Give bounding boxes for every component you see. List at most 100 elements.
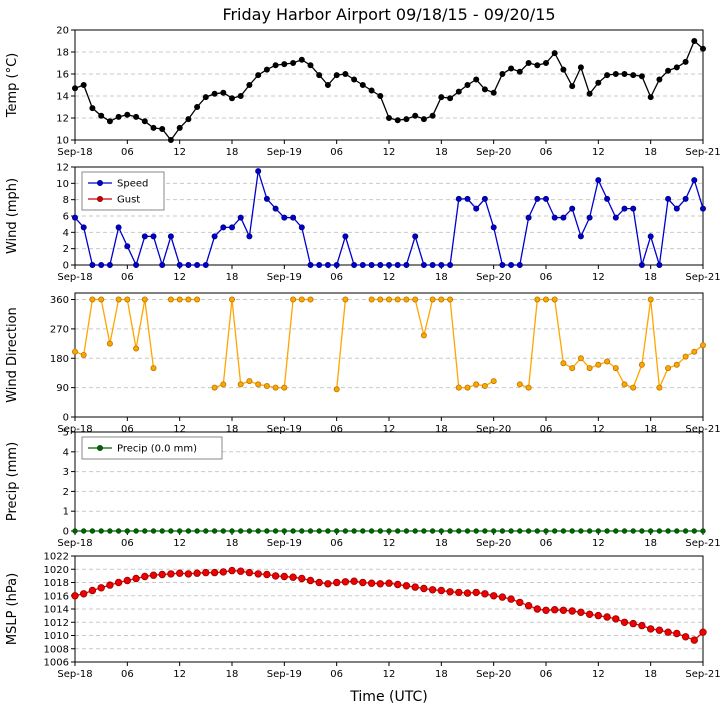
wind-marker: [351, 261, 358, 268]
temp-marker: [691, 38, 698, 45]
wind-direction-marker: [220, 381, 227, 388]
precip-marker: [360, 528, 366, 534]
wind-direction-marker: [194, 296, 201, 303]
temp-marker: [342, 71, 349, 78]
y-tick-label: 1020: [44, 565, 69, 576]
temp-axes-box: [74, 29, 704, 141]
x-tick-label: Sep-20: [476, 538, 511, 549]
temp-marker: [612, 71, 619, 78]
precip-marker: [665, 528, 671, 534]
temp-marker: [211, 90, 218, 97]
mslp-marker: [236, 567, 245, 575]
temp-marker: [490, 89, 497, 96]
x-tick-label: 06: [121, 669, 134, 680]
temp-marker: [464, 82, 471, 89]
wind-marker: [595, 177, 602, 184]
y-tick-label: 3: [63, 467, 69, 478]
wind-direction-marker: [543, 296, 550, 303]
temp-marker: [255, 72, 262, 79]
precip-marker: [403, 528, 410, 534]
wind-direction-marker: [80, 351, 87, 358]
y-tick-label: 180: [50, 354, 69, 365]
wind-marker: [359, 261, 366, 268]
wind-direction-marker: [621, 381, 628, 388]
wind-marker: [516, 261, 523, 268]
wind-direction-marker: [569, 365, 576, 372]
temp-marker: [124, 111, 131, 118]
y-tick-label: 2: [63, 244, 69, 255]
wind-direction-marker: [394, 296, 401, 303]
wind-direction-marker: [665, 365, 672, 372]
wind-direction-marker: [298, 296, 305, 303]
x-tick-label: 06: [121, 538, 134, 549]
temp-marker: [447, 95, 454, 102]
x-tick-label: Sep-20: [476, 669, 511, 680]
x-tick-label: 18: [226, 538, 239, 549]
precip-marker: [246, 528, 253, 534]
wind-marker: [80, 224, 87, 231]
precip-marker: [560, 528, 567, 534]
temp-marker: [429, 112, 436, 119]
temp-marker: [159, 126, 166, 133]
wind-direction-marker: [333, 386, 340, 393]
temp-marker: [420, 116, 427, 123]
temp-marker: [228, 95, 235, 102]
temp-marker: [281, 61, 288, 68]
precip-marker: [499, 528, 506, 534]
temp-marker: [525, 60, 532, 67]
precip-marker: [307, 528, 314, 534]
temp-marker: [403, 116, 410, 123]
precip-marker: [648, 528, 654, 534]
x-tick-label: 12: [592, 669, 605, 680]
precip-marker: [508, 528, 514, 534]
mslp-marker: [254, 570, 262, 578]
wind-marker: [508, 261, 515, 268]
precip-marker: [604, 528, 610, 534]
temp-marker: [638, 73, 645, 80]
legend-marker-sample: [97, 444, 104, 451]
temp-marker: [481, 86, 488, 93]
temp-marker: [412, 112, 419, 119]
precip-marker: [237, 528, 244, 534]
wind-direction-marker: [98, 296, 105, 303]
mslp-marker: [280, 572, 288, 581]
wind-marker: [98, 261, 105, 268]
precip-marker: [255, 528, 261, 534]
x-tick-label: Sep-18: [57, 272, 92, 283]
precip-marker: [421, 528, 427, 534]
precip-legend: [81, 436, 223, 460]
temp-marker: [106, 118, 113, 125]
x-tick-label: 12: [592, 147, 605, 158]
mslp-marker: [612, 615, 620, 623]
x-tick-label: 18: [226, 669, 239, 680]
wind-direction-marker: [447, 296, 454, 303]
wind-direction-marker: [525, 384, 532, 391]
wind-direction-marker: [630, 384, 637, 391]
mslp-marker: [446, 588, 454, 596]
y-tick-label: 1018: [44, 578, 69, 589]
temp-marker: [516, 68, 523, 75]
precip-marker: [272, 528, 279, 534]
x-tick-label: Sep-20: [476, 272, 511, 283]
wind-marker: [691, 177, 698, 184]
mslp-marker: [524, 602, 533, 610]
wind-direction-marker: [700, 342, 707, 349]
precip-marker: [613, 528, 619, 534]
mslp-marker: [350, 577, 358, 585]
mslp-marker: [71, 592, 79, 600]
mslp-ylabel: MSLP (hPa): [5, 573, 20, 645]
temp-marker: [89, 105, 96, 112]
precip-marker: [552, 528, 558, 534]
mslp-marker: [420, 584, 428, 593]
temp-panel: 10 12 14 16 18 20 Sep-18 06 12 18 Sep-19 06 12 18 Sep-…: [5, 26, 721, 159]
wind-marker: [377, 261, 384, 268]
precip-marker: [464, 528, 471, 534]
wind-direction-marker: [124, 296, 131, 303]
precip-marker: [281, 528, 287, 534]
mslp-marker: [123, 576, 131, 585]
wind-marker: [255, 168, 262, 175]
x-tick-label: Sep-21: [685, 538, 720, 549]
x-tick-label: 12: [173, 669, 186, 680]
mslp-marker: [149, 571, 158, 579]
